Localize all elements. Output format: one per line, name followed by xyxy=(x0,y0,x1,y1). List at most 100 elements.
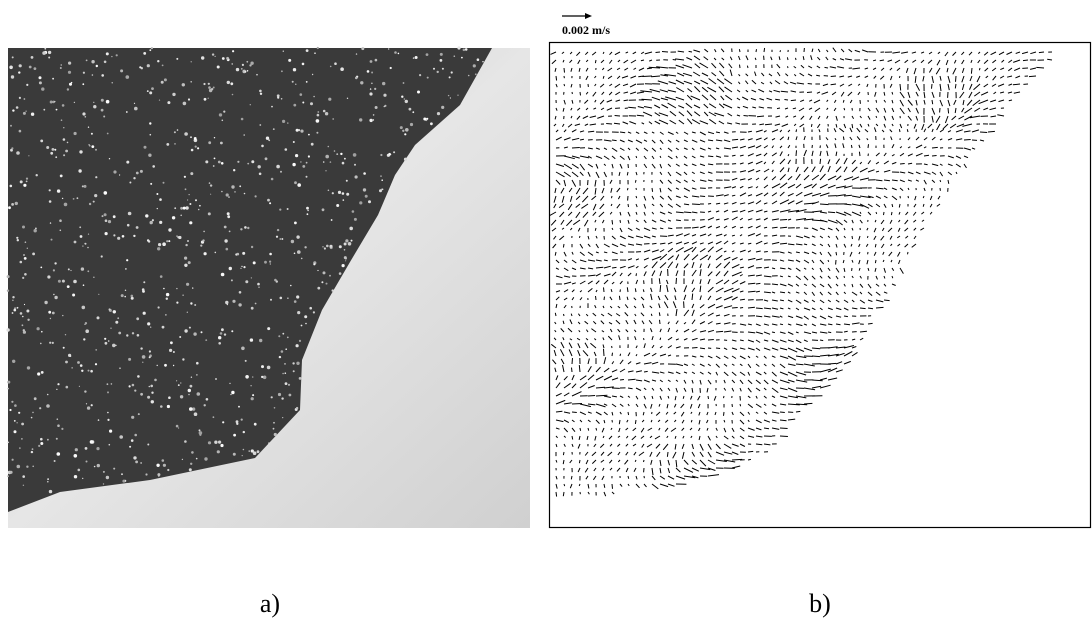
particle xyxy=(118,332,121,335)
particle xyxy=(457,46,460,49)
particle xyxy=(147,444,149,446)
particle xyxy=(344,243,347,246)
particle xyxy=(218,336,221,339)
particle xyxy=(82,478,83,479)
particle xyxy=(134,107,138,111)
particle xyxy=(208,141,211,144)
particle xyxy=(293,141,295,143)
particle xyxy=(47,478,49,480)
vector xyxy=(867,236,868,238)
vector xyxy=(780,420,787,421)
vector xyxy=(807,92,812,93)
particle xyxy=(244,226,247,229)
particle xyxy=(29,66,32,69)
particle xyxy=(274,433,277,436)
particle xyxy=(113,234,115,236)
particle xyxy=(191,451,194,454)
particle xyxy=(199,431,203,435)
particle xyxy=(449,76,451,78)
particle xyxy=(247,227,249,229)
particle xyxy=(307,210,309,212)
vector xyxy=(572,358,573,364)
vector-panel: 0.002 m/s xyxy=(550,13,1091,528)
particle xyxy=(126,75,130,79)
vector xyxy=(924,155,929,156)
particle xyxy=(330,161,332,163)
particle xyxy=(105,342,108,345)
particle xyxy=(463,49,466,52)
particle xyxy=(329,245,332,248)
particle xyxy=(271,396,273,398)
particle xyxy=(26,466,28,468)
particle xyxy=(57,189,60,192)
particle xyxy=(83,72,85,74)
particle xyxy=(223,111,225,113)
vector-frame xyxy=(550,43,1091,528)
particle xyxy=(370,60,373,63)
particle xyxy=(380,175,382,177)
particle xyxy=(168,228,171,231)
particle xyxy=(80,235,83,238)
vector xyxy=(615,116,620,117)
particle xyxy=(251,277,252,278)
vector xyxy=(780,50,781,52)
particle xyxy=(348,242,352,246)
particle xyxy=(91,145,94,148)
particle xyxy=(176,425,179,428)
particle xyxy=(163,182,165,184)
particle xyxy=(50,318,51,319)
particle xyxy=(324,247,326,249)
particle xyxy=(151,392,153,394)
vector xyxy=(620,354,621,356)
particle xyxy=(383,94,386,97)
particle xyxy=(233,434,236,437)
particle xyxy=(172,216,175,219)
particle xyxy=(60,230,62,232)
particle xyxy=(94,466,96,468)
particle xyxy=(34,67,37,70)
particle xyxy=(48,57,50,59)
particle xyxy=(218,342,221,345)
particle xyxy=(252,376,254,378)
vector xyxy=(620,220,621,223)
particle xyxy=(325,155,329,159)
particle xyxy=(437,112,440,115)
particle xyxy=(249,450,250,451)
particle xyxy=(457,95,458,96)
vector xyxy=(908,196,909,198)
particle xyxy=(70,270,71,271)
particle xyxy=(189,194,190,195)
particle xyxy=(282,333,284,335)
particle xyxy=(224,333,226,335)
particle xyxy=(160,405,163,408)
particle xyxy=(279,238,281,240)
particle xyxy=(164,78,167,81)
particle xyxy=(111,383,113,385)
vector xyxy=(556,76,557,81)
particle xyxy=(398,53,400,55)
vector xyxy=(668,228,672,229)
particle xyxy=(32,412,34,414)
vector xyxy=(988,131,995,132)
vector xyxy=(844,316,848,317)
vector xyxy=(563,492,564,496)
particle xyxy=(281,70,283,72)
particle xyxy=(368,200,371,203)
particle xyxy=(88,370,90,372)
vector xyxy=(612,140,617,141)
vector xyxy=(955,84,956,88)
vector xyxy=(812,356,820,357)
particle xyxy=(245,280,248,283)
vector xyxy=(556,492,557,497)
vector xyxy=(875,260,876,263)
particle xyxy=(65,150,68,153)
panel-label: b) xyxy=(809,589,831,618)
particle xyxy=(226,57,229,60)
particle xyxy=(437,71,439,73)
particle xyxy=(19,64,22,67)
particle xyxy=(81,370,83,372)
particle xyxy=(323,110,326,113)
particle xyxy=(191,149,194,152)
particle xyxy=(295,84,296,85)
particle xyxy=(260,93,262,95)
